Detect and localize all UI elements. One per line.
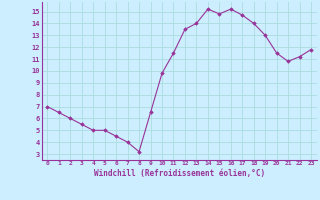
X-axis label: Windchill (Refroidissement éolien,°C): Windchill (Refroidissement éolien,°C) [94,169,265,178]
